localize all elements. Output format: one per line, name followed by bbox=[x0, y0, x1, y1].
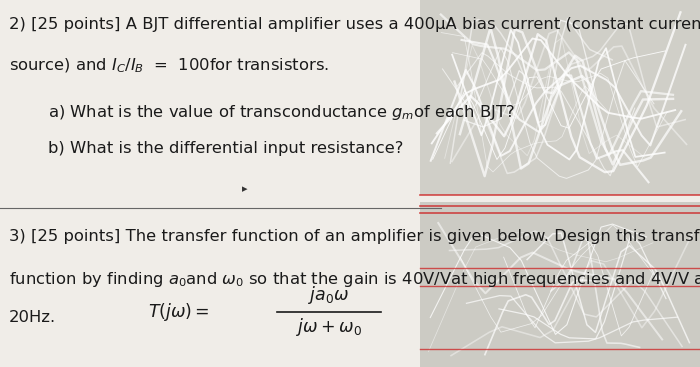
Text: source) and $I_C/I_B$  =  100for transistors.: source) and $I_C/I_B$ = 100for transisto… bbox=[9, 57, 329, 75]
Text: ▸: ▸ bbox=[242, 184, 248, 194]
Bar bbox=[420, 202, 700, 367]
Text: $ja_0\omega$: $ja_0\omega$ bbox=[308, 284, 350, 306]
Bar bbox=[420, 0, 700, 195]
Text: 3) [25 points] The transfer function of an amplifier is given below. Design this: 3) [25 points] The transfer function of … bbox=[9, 229, 700, 244]
Text: b) What is the differential input resistance?: b) What is the differential input resist… bbox=[48, 141, 403, 156]
Text: a) What is the value of transconductance $g_m$of each BJT?: a) What is the value of transconductance… bbox=[48, 103, 514, 122]
Text: $j\omega + \omega_0$: $j\omega + \omega_0$ bbox=[296, 316, 362, 338]
Text: function by finding $a_0$and $\omega_0$ so that the gain is 40V/Vat high frequen: function by finding $a_0$and $\omega_0$ … bbox=[9, 270, 700, 289]
Text: 20Hz.: 20Hz. bbox=[9, 310, 56, 325]
Text: $T(j\omega) =$: $T(j\omega) =$ bbox=[148, 301, 210, 323]
Text: 2) [25 points] A BJT differential amplifier uses a 400μA bias current (constant : 2) [25 points] A BJT differential amplif… bbox=[9, 17, 700, 32]
